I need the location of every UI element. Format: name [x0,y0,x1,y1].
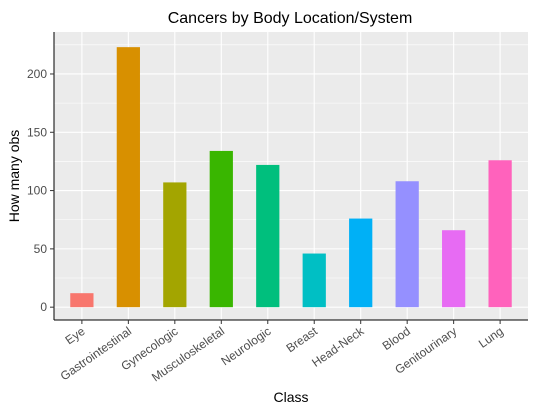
y-tick-label: 0 [40,300,47,314]
bar-gynecologic [163,182,187,308]
y-tick-label: 100 [27,184,47,198]
bar-blood [395,181,419,308]
x-tick-label: Eye [63,324,88,348]
bar-breast [302,253,326,308]
y-tick-label: 50 [34,242,48,256]
bar-neurologic [256,164,280,308]
bar-gastrointestinal [116,47,140,308]
bar-musculoskeletal [209,150,233,308]
y-tick-label: 200 [27,67,47,81]
y-tick-label: 150 [27,125,47,139]
x-axis-title: Class [273,389,308,405]
x-tick-label: Breast [284,324,321,356]
x-tick-label: Neurologic [218,324,273,368]
bar-genitourinary [442,230,466,308]
bars [70,47,512,308]
y-axis-title: How many obs [6,130,22,223]
chart-title: Cancers by Body Location/System [168,10,413,27]
x-tick-label: Head-Neck [309,323,367,369]
bar-lung [488,160,512,308]
x-tick-label: Lung [476,324,506,351]
y-axis-ticks: 0 50 100 150 200 [27,67,54,314]
x-tick-label: Blood [380,324,413,353]
bar-head-neck [349,218,373,308]
bar-eye [70,293,94,308]
x-axis-ticks: EyeGastrointestinalGynecologicMusculoske… [58,320,506,384]
